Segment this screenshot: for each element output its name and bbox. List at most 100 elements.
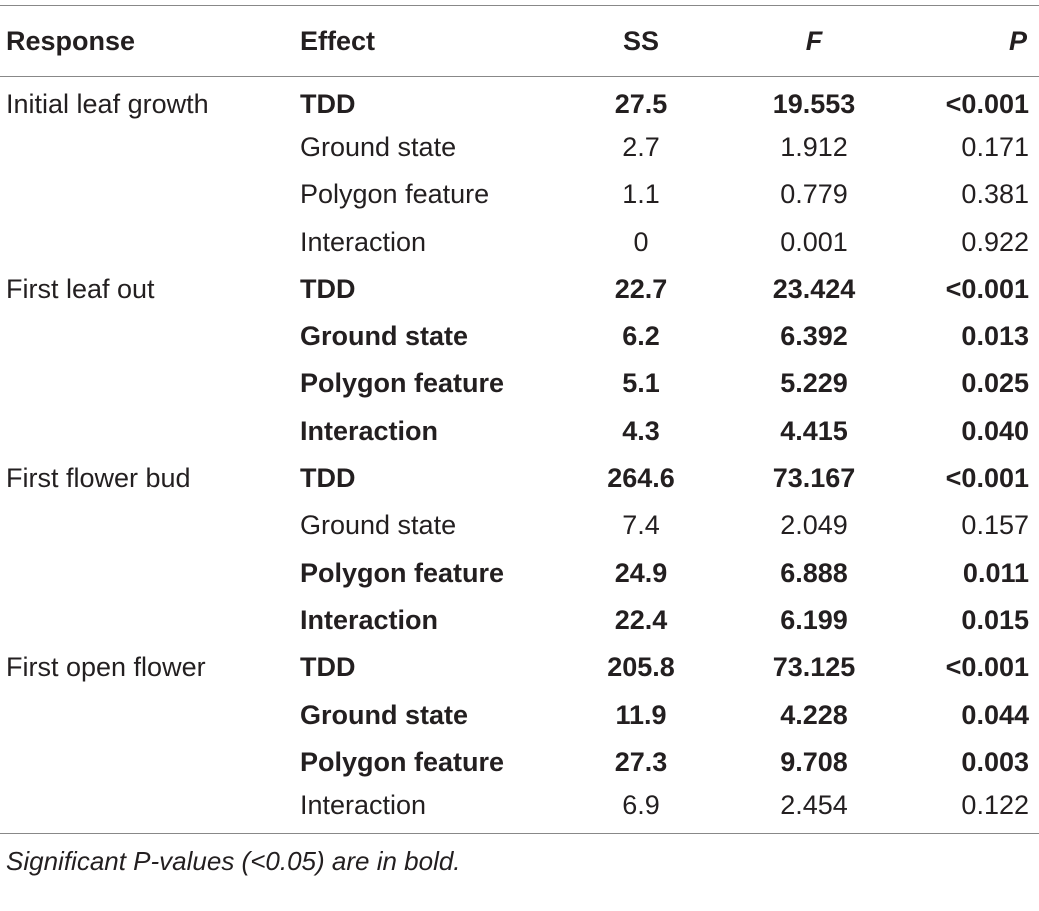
p-cell: 0.025 xyxy=(961,368,1029,399)
header-row: Response Effect SS F P xyxy=(0,5,1039,77)
ss-cell: 1.1 xyxy=(622,179,660,210)
response-cell xyxy=(0,739,296,786)
ss-cell: 27.5 xyxy=(614,88,668,119)
p-cell: <0.001 xyxy=(945,463,1029,494)
p-cell: 0.003 xyxy=(961,746,1029,777)
table-row: Ground state 7.4 2.049 0.157 xyxy=(0,502,1039,549)
response-cell xyxy=(0,360,296,407)
table-footnote: Significant P-values (<0.05) are in bold… xyxy=(6,845,461,876)
header-f: F xyxy=(716,6,912,77)
table-row: Interaction 4.3 4.415 0.040 xyxy=(0,408,1039,455)
effect-cell: Interaction xyxy=(300,604,439,635)
header-p: P xyxy=(912,6,1039,77)
ss-cell: 6.9 xyxy=(622,789,660,820)
p-cell: 0.011 xyxy=(962,557,1029,588)
table-row: First leaf out TDD 22.7 23.424 <0.001 xyxy=(0,266,1039,313)
response-cell xyxy=(0,502,296,549)
p-cell: <0.001 xyxy=(945,88,1029,119)
effect-cell: Ground state xyxy=(300,321,469,352)
f-cell: 0.779 xyxy=(780,179,848,210)
effect-cell: TDD xyxy=(300,463,356,494)
effect-cell: Polygon feature xyxy=(300,557,505,588)
table-header: Response Effect SS F P xyxy=(0,5,1039,77)
f-cell: 73.125 xyxy=(772,652,856,683)
f-cell: 0.001 xyxy=(780,226,848,257)
f-cell: 19.553 xyxy=(772,88,856,119)
response-cell: First open flower xyxy=(6,652,206,683)
table-row: Polygon feature 5.1 5.229 0.025 xyxy=(0,360,1039,407)
header-p-label: P xyxy=(1008,25,1027,56)
p-cell: 0.013 xyxy=(961,321,1029,352)
f-cell: 1.912 xyxy=(780,131,848,162)
table-row: Polygon feature 24.9 6.888 0.011 xyxy=(0,549,1039,596)
f-cell: 6.392 xyxy=(780,321,848,352)
ss-cell: 27.3 xyxy=(614,746,668,777)
response-cell xyxy=(0,171,296,218)
ss-cell: 24.9 xyxy=(614,557,668,588)
table-row: Interaction 6.9 2.454 0.122 xyxy=(0,786,1039,834)
f-cell: 4.228 xyxy=(780,699,848,730)
effect-cell: Ground state xyxy=(300,510,457,541)
p-cell: 0.015 xyxy=(961,604,1029,635)
response-cell xyxy=(0,408,296,455)
table-row: Polygon feature 1.1 0.779 0.381 xyxy=(0,171,1039,218)
p-cell: 0.922 xyxy=(961,226,1029,257)
f-cell: 5.229 xyxy=(780,368,848,399)
ss-cell: 7.4 xyxy=(622,510,660,541)
effect-cell: TDD xyxy=(300,652,356,683)
effect-cell: Interaction xyxy=(300,789,427,820)
table-row: Initial leaf growth TDD 27.5 19.553 <0.001 xyxy=(0,77,1039,124)
table-row: Ground state 2.7 1.912 0.171 xyxy=(0,124,1039,171)
table-row: Ground state 11.9 4.228 0.044 xyxy=(0,691,1039,738)
effect-cell: TDD xyxy=(300,88,356,119)
header-f-label: F xyxy=(805,25,823,56)
response-cell xyxy=(0,218,296,265)
effect-cell: Polygon feature xyxy=(300,179,490,210)
effect-cell: Interaction xyxy=(300,415,439,446)
table-body: Initial leaf growth TDD 27.5 19.553 <0.001 Gr… xyxy=(0,77,1039,834)
p-cell: 0.381 xyxy=(961,179,1029,210)
ss-cell: 22.4 xyxy=(614,604,668,635)
response-cell xyxy=(0,549,296,596)
ss-cell: 5.1 xyxy=(622,368,660,399)
header-effect: Effect xyxy=(300,25,376,56)
f-cell: 2.454 xyxy=(780,789,848,820)
table-row: Interaction 0 0.001 0.922 xyxy=(0,218,1039,265)
effect-cell: Ground state xyxy=(300,699,469,730)
effect-cell: Polygon feature xyxy=(300,368,505,399)
response-cell xyxy=(0,786,296,833)
table-row: Interaction 22.4 6.199 0.015 xyxy=(0,597,1039,644)
response-cell: First flower bud xyxy=(6,463,191,494)
response-cell xyxy=(0,597,296,644)
ss-cell: 264.6 xyxy=(607,463,675,494)
table-row: Polygon feature 27.3 9.708 0.003 xyxy=(0,739,1039,786)
ss-cell: 11.9 xyxy=(615,699,667,730)
header-response: Response xyxy=(6,25,136,56)
f-cell: 6.888 xyxy=(780,557,848,588)
ss-cell: 4.3 xyxy=(622,415,660,446)
table-row: First open flower TDD 205.8 73.125 <0.001 xyxy=(0,644,1039,691)
p-cell: <0.001 xyxy=(945,652,1029,683)
response-cell xyxy=(0,124,296,171)
table-row: Ground state 6.2 6.392 0.013 xyxy=(0,313,1039,360)
ss-cell: 22.7 xyxy=(614,273,668,304)
p-cell: 0.157 xyxy=(961,510,1029,541)
ss-cell: 0 xyxy=(633,226,649,257)
ss-cell: 6.2 xyxy=(622,321,660,352)
effect-cell: TDD xyxy=(300,273,356,304)
anova-results-table: Response Effect SS F P Initial leaf grow… xyxy=(0,5,1039,834)
f-cell: 2.049 xyxy=(780,510,848,541)
ss-cell: 2.7 xyxy=(622,131,660,162)
f-cell: 6.199 xyxy=(780,604,848,635)
table-row: First flower bud TDD 264.6 73.167 <0.001 xyxy=(0,455,1039,502)
response-cell xyxy=(0,691,296,738)
p-cell: 0.122 xyxy=(961,789,1029,820)
f-cell: 4.415 xyxy=(780,415,848,446)
effect-cell: Ground state xyxy=(300,131,457,162)
p-cell: 0.040 xyxy=(961,415,1029,446)
f-cell: 23.424 xyxy=(772,273,856,304)
p-cell: <0.001 xyxy=(945,273,1029,304)
p-cell: 0.171 xyxy=(961,131,1029,162)
header-ss: SS xyxy=(622,25,660,56)
f-cell: 9.708 xyxy=(780,746,848,777)
